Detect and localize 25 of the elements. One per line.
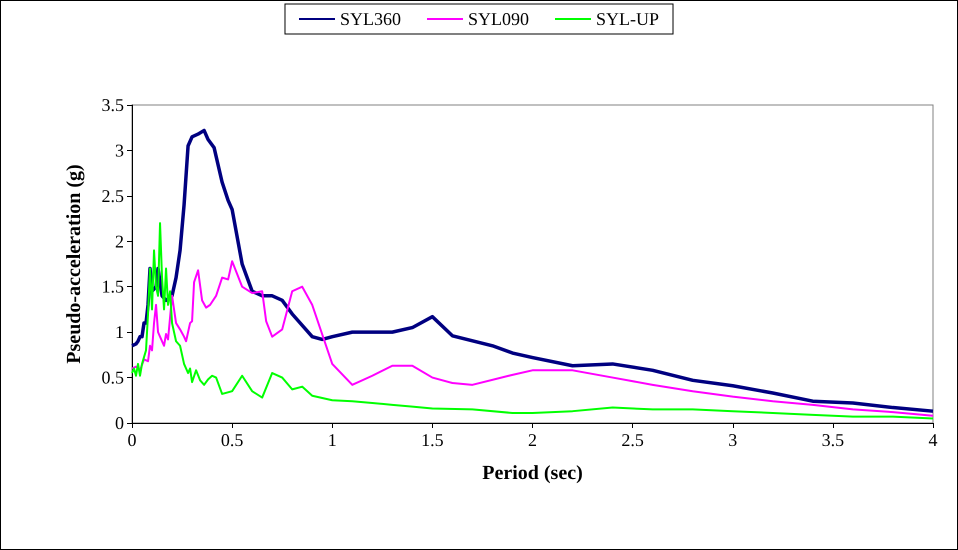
- legend-label: SYL360: [340, 9, 402, 29]
- y-tick-label: 2.5: [102, 186, 124, 206]
- y-tick-label: 3: [115, 140, 124, 160]
- x-tick-label: 3.5: [822, 430, 844, 450]
- line-series: [130, 128, 935, 413]
- y-tick-label: 0: [115, 413, 124, 433]
- line-series: [131, 260, 934, 417]
- x-tick-label: 3: [728, 430, 738, 450]
- x-tick-label: 4: [928, 430, 938, 450]
- legend-label: SYL-UP: [596, 9, 660, 29]
- legend-label: SYL090: [468, 9, 530, 29]
- y-tick-label: 2: [115, 231, 124, 252]
- y-tick-label: 1.5: [102, 276, 124, 297]
- y-tick-label: 0.5: [102, 368, 124, 388]
- x-tick-label: 2.5: [621, 430, 644, 450]
- x-tick-label: 2: [528, 430, 537, 450]
- y-axis-title: Pseudo-acceleration (g): [63, 164, 85, 364]
- x-tick-label: 1.5: [421, 430, 444, 450]
- y-tick-label: 1: [115, 322, 124, 342]
- x-axis-title: Period (sec): [482, 462, 583, 484]
- x-tick-label: 1: [328, 430, 337, 450]
- x-tick-label: 0.5: [220, 430, 244, 450]
- x-tick-label: 0: [128, 430, 136, 450]
- y-tick-label: 3.5: [102, 95, 124, 115]
- line-series: [131, 222, 934, 420]
